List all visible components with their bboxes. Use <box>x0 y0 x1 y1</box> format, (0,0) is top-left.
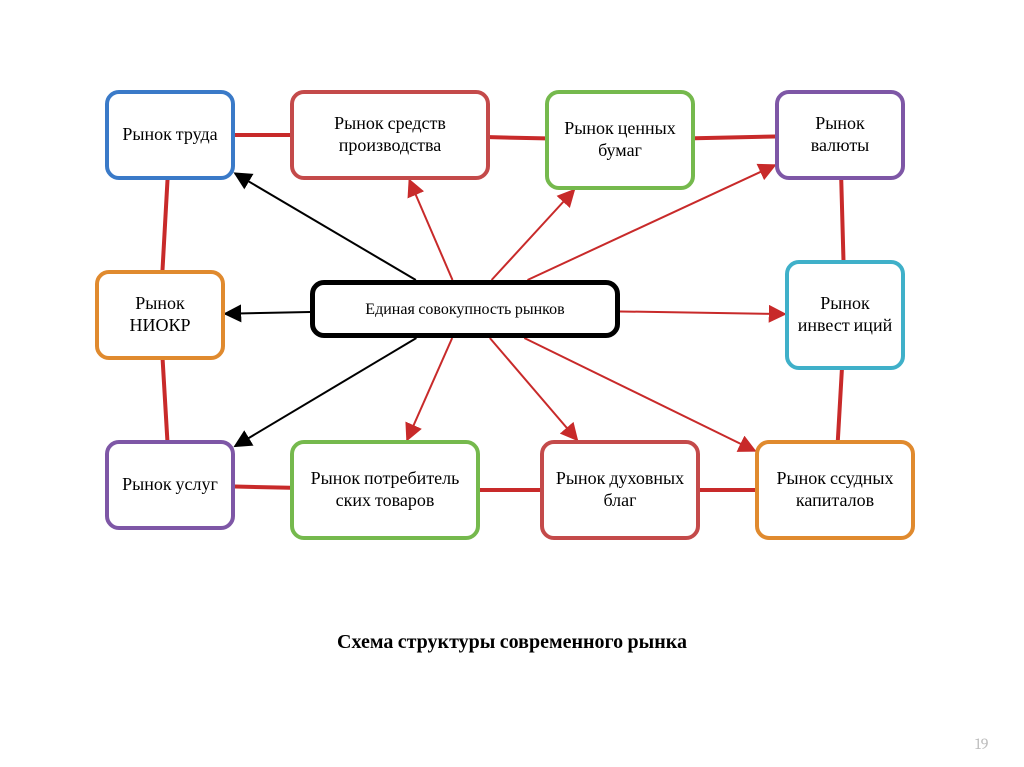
node-label: Рынок духовных благ <box>552 468 688 513</box>
node-label: Рынок ценных бумаг <box>557 118 683 163</box>
central-node: Единая совокупность рынков <box>310 280 620 338</box>
node-n6: Рынок инвест иций <box>785 260 905 370</box>
node-label: Рынок валюты <box>787 113 893 158</box>
node-label: Рынок ссудных капиталов <box>767 468 903 513</box>
page-number: 19 <box>975 735 988 753</box>
node-label: Рынок инвест иций <box>797 293 893 338</box>
node-n8: Рынок потребитель ских товаров <box>290 440 480 540</box>
node-n7: Рынок услуг <box>105 440 235 530</box>
node-n9: Рынок духовных благ <box>540 440 700 540</box>
diagram-caption: Схема структуры современного рынка <box>262 630 762 654</box>
node-n2: Рынок средств производства <box>290 90 490 180</box>
page-number-text: 19 <box>975 735 988 753</box>
diagram-canvas: { "type": "network", "background_color":… <box>0 0 1024 767</box>
node-label: Рынок труда <box>122 124 217 147</box>
node-n5: Рынок НИОКР <box>95 270 225 360</box>
central-node-label: Единая совокупность рынков <box>365 300 564 319</box>
node-label: Рынок средств производства <box>302 113 478 158</box>
node-n1: Рынок труда <box>105 90 235 180</box>
node-n10: Рынок ссудных капиталов <box>755 440 915 540</box>
node-label: Рынок потребитель ских товаров <box>302 468 468 513</box>
node-label: Рынок услуг <box>122 474 218 497</box>
node-label: Рынок НИОКР <box>107 293 213 338</box>
caption-text: Схема структуры современного рынка <box>337 630 687 653</box>
node-n3: Рынок ценных бумаг <box>545 90 695 190</box>
node-n4: Рынок валюты <box>775 90 905 180</box>
